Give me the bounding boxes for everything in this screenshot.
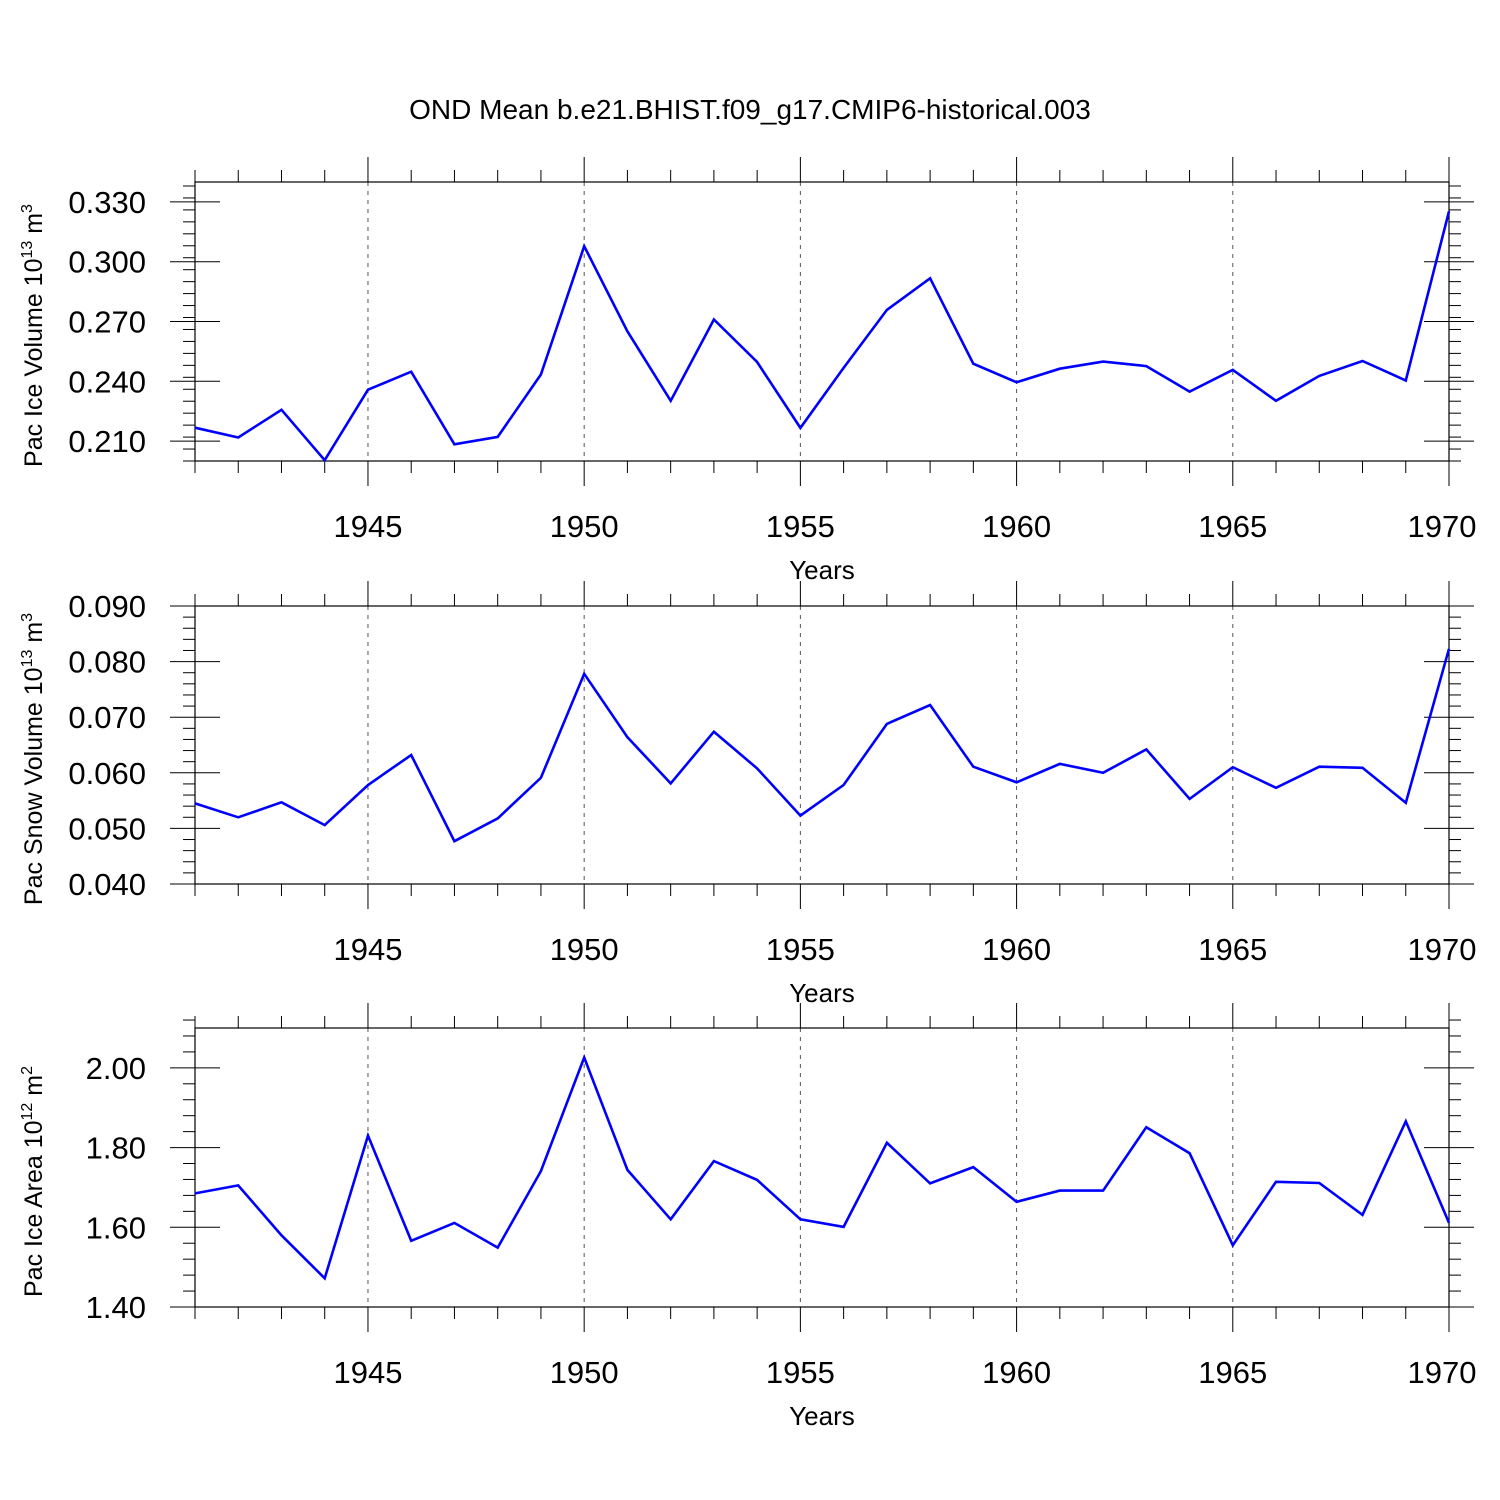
y-tick-label: 0.300: [68, 245, 146, 280]
x-tick-label: 1965: [1198, 509, 1267, 544]
x-tick-label: 1970: [1408, 1355, 1477, 1390]
chart-panel-3: 1.40 1.60 1.80 2.00 1945 1950 1955 1960 1965 1970…: [19, 1003, 1476, 1431]
x-tick-label: 1945: [333, 509, 402, 544]
y-axis-title: Pac Snow Volume 1013 m3: [19, 613, 48, 905]
y-tick-label: 0.090: [68, 589, 146, 624]
chart-title: OND Mean b.e21.BHIST.f09_g17.CMIP6-histo…: [409, 94, 1091, 125]
y-tick-label: 1.80: [86, 1131, 146, 1166]
x-tick-label: 1950: [550, 509, 619, 544]
y-tick-label: 0.080: [68, 645, 146, 680]
x-tick-label: 1960: [982, 932, 1051, 967]
x-axis-title: Years: [789, 1401, 855, 1431]
y-tick-label: 2.00: [86, 1051, 146, 1086]
y-tick-label: 0.330: [68, 185, 146, 220]
plot-frame: [194, 1027, 1450, 1308]
x-tick-label: 1970: [1408, 932, 1477, 967]
y-tick-label: 0.240: [68, 364, 146, 399]
y-tick-label: 0.040: [68, 867, 146, 902]
series-line: [194, 210, 1451, 463]
y-tick-label: 1.60: [86, 1210, 146, 1245]
x-tick-label: 1960: [982, 509, 1051, 544]
y-axis-title: Pac Ice Volume 1013 m3: [19, 204, 48, 467]
x-tick-label: 1970: [1408, 509, 1477, 544]
plot-frame: [194, 181, 1450, 462]
x-tick-label: 1945: [333, 1355, 402, 1390]
y-tick-label: 0.070: [68, 700, 146, 735]
x-tick-label: 1960: [982, 1355, 1051, 1390]
chart-panel-2: 0.040 0.050 0.060 0.070 0.080 0.090 1945 1950 19…: [19, 581, 1476, 1008]
y-tick-label: 0.210: [68, 424, 146, 459]
chart-panel-1: 0.210 0.240 0.270 0.300 0.330 1945 1950 1955 196…: [19, 157, 1476, 585]
x-axis-title: Years: [789, 978, 855, 1008]
x-tick-label: 1955: [766, 1355, 835, 1390]
x-axis-title: Years: [789, 555, 855, 585]
x-tick-label: 1955: [766, 932, 835, 967]
y-tick-label: 0.050: [68, 811, 146, 846]
y-axis-title: Pac Ice Area 1012 m2: [19, 1066, 48, 1297]
x-tick-label: 1945: [333, 932, 402, 967]
panels: 0.210 0.240 0.270 0.300 0.330 1945 1950 1955 196…: [19, 157, 1476, 1431]
x-tick-label: 1955: [766, 509, 835, 544]
y-tick-label: 1.40: [86, 1290, 146, 1325]
y-tick-label: 0.270: [68, 305, 146, 340]
series-line: [194, 648, 1451, 843]
x-tick-label: 1965: [1198, 932, 1267, 967]
series-line: [194, 1053, 1451, 1281]
x-tick-label: 1950: [550, 932, 619, 967]
x-tick-label: 1950: [550, 1355, 619, 1390]
x-tick-label: 1965: [1198, 1355, 1267, 1390]
y-tick-label: 0.060: [68, 756, 146, 791]
plot-frame: [194, 605, 1450, 885]
